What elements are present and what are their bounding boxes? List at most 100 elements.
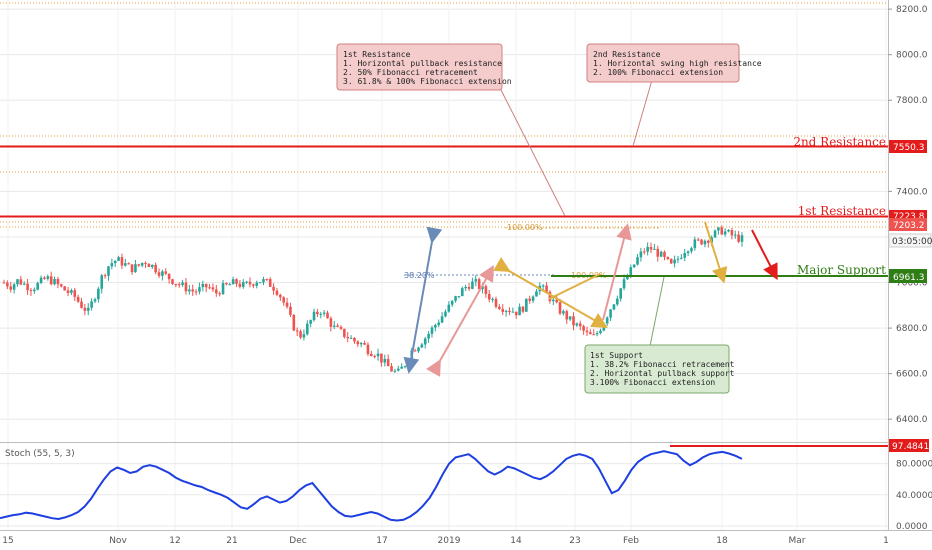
callout-2-pointer [632,79,653,147]
candle-body [707,240,710,243]
callout-2-line-1: 2nd Resistance [593,50,661,59]
candle-body [444,311,447,317]
candle-body [329,318,333,327]
candle-body [501,308,505,312]
badge-major-support-text: 6961.3 [893,273,925,283]
time-tick-label: 17 [376,536,387,546]
callout-2-line-2: 1. Horizontal swing high resistance [593,59,762,68]
candle-body [723,231,727,235]
candle-body [184,282,188,292]
candle-body [147,263,151,267]
callout-2-line-3: 2. 100% Fibonacci extension [593,68,723,77]
callout-1-pointer [499,87,566,217]
candle-body [167,273,171,280]
price-tick-label: 6600.0 [896,370,928,380]
candle-body [86,307,90,311]
candle-body [120,257,124,266]
candle-body [83,307,87,311]
candle-body [383,358,387,363]
stoch-line [0,450,743,522]
candle-body [653,248,656,250]
candle-body [336,325,339,327]
candle-body [231,279,235,285]
candle-body [6,282,9,287]
badge-1st-resistance: 7223.8 [889,210,927,222]
candle-body [373,355,376,357]
candle-body [413,350,417,352]
candle-body [696,239,700,241]
time-tick-label: Mar [789,536,806,546]
candle-body [639,251,643,258]
candle-body [605,317,609,324]
candle-body [255,282,259,286]
fib-382-label: 38.20% [404,271,435,280]
stoch-tick-label: 40.0000 [896,491,932,501]
candle-body [70,290,73,293]
candle-body [727,229,730,232]
candle-body [285,302,289,307]
candle-body [39,277,43,284]
time-tick-label: 12 [169,536,180,546]
candle-body [66,290,70,293]
fib-arrow-pink-2 [602,223,632,321]
callout-3-line-1: 1st Support [590,351,643,360]
candle-body [252,284,255,286]
badge-stoch-value: 97.4841 [889,439,929,452]
callout-1-line-3: 2. 50% Fibonacci retracement [343,68,478,77]
callout-1st-support[interactable]: 1st Support 1. 38.2% Fibonacci retraceme… [584,344,735,394]
candle-body [221,283,225,295]
candle-body [33,289,36,292]
candle-body [268,279,272,287]
stoch-grid [0,463,888,527]
candle-body [9,286,13,290]
candle-body [430,327,434,334]
candle-body [629,267,633,277]
candle-body [161,271,164,276]
callout-1-line-1: 1st Resistance [343,50,411,59]
candle-body [225,283,228,285]
candle-body [292,314,296,331]
candle-body [218,293,221,295]
price-grid [0,0,888,530]
candle-body [211,287,215,290]
candle-body [733,234,737,236]
candle-body [663,251,666,257]
time-tick-label: Nov [109,536,127,546]
price-tick-label: 8200.0 [896,5,928,15]
badge-countdown: 03:05:00 [888,233,932,248]
price-tick-label: 7400.0 [896,187,928,197]
candle-body [107,266,110,276]
candle-body [437,322,441,326]
stoch-axis[interactable]: 80.0000 40.0000 0.0000 [896,460,932,532]
candle-body [150,264,154,267]
candle-body [201,283,205,288]
fib-100-label: 100.00% [507,223,543,232]
candle-body [450,300,454,305]
candle-body [144,262,147,264]
candle-body [174,283,178,285]
candle-body [578,323,582,327]
callout-1st-resistance[interactable]: 1st Resistance 1. Horizontal pullback re… [336,43,512,91]
candle-body [484,286,488,294]
callout-2nd-resistance[interactable]: 2nd Resistance 1. Horizontal swing high … [586,43,762,83]
candle-body [491,298,494,300]
candle-body [427,333,430,339]
time-axis[interactable]: 15 Nov 12 21 Dec 17 2019 14 23 Feb 18 Mar 1 [2,536,889,546]
candle-body [669,259,673,264]
candle-body [514,311,518,316]
candle-body [110,263,114,267]
candle-body [188,289,191,292]
candle-body [117,257,120,261]
candle-body [656,248,660,257]
candle-body [73,290,77,297]
candle-body [275,290,279,295]
candle-body [346,336,350,339]
candle-body [575,323,579,326]
candle-body [632,264,636,268]
projection-arrow-red [751,229,778,281]
callout-2-box [586,43,740,83]
candle-body [673,259,676,264]
candle-body [235,279,238,284]
candle-body [390,366,393,372]
candle-body [137,264,141,266]
